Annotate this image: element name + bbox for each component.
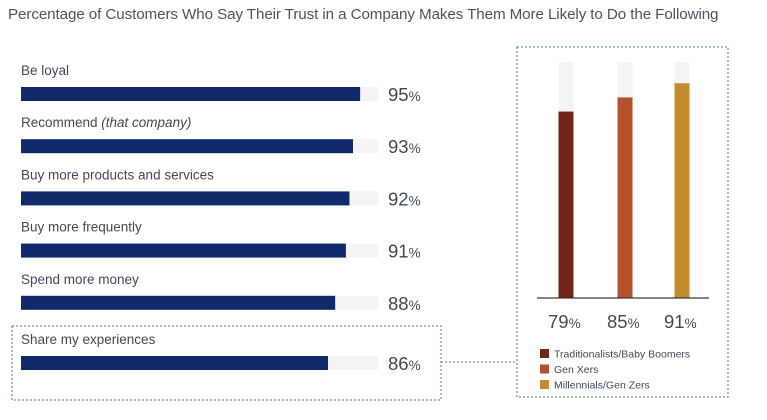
bar-2 xyxy=(21,191,350,206)
bar-value-3-number: 91 xyxy=(388,241,409,262)
column-value-0-unit: % xyxy=(569,316,581,331)
category-label-0: Be loyal xyxy=(21,63,69,78)
bar-value-1-unit: % xyxy=(409,141,421,156)
category-label-text: Spend more money xyxy=(21,272,139,287)
category-label-4: Spend more money xyxy=(21,272,139,287)
bar-5 xyxy=(21,356,329,370)
bar-value-0-number: 95 xyxy=(388,84,409,105)
column-value-1-unit: % xyxy=(628,316,640,331)
bar-0 xyxy=(21,87,361,101)
legend-label-1: Gen Xers xyxy=(554,364,598,376)
column-0 xyxy=(558,111,574,298)
column-value-1: 85% xyxy=(607,311,640,332)
column-value-2: 91% xyxy=(664,311,697,332)
bar-value-1: 93% xyxy=(388,136,421,157)
bar-value-2-unit: % xyxy=(409,193,421,208)
column-1 xyxy=(617,97,633,299)
bar-value-5-unit: % xyxy=(409,358,421,373)
column-value-1-number: 85 xyxy=(607,311,628,332)
breakdown-frame xyxy=(516,46,729,398)
column-2 xyxy=(674,83,690,299)
category-label-5: Share my experiences xyxy=(21,332,156,347)
bar-value-4-unit: % xyxy=(409,298,421,313)
legend-label-2: Millennials/Gen Zers xyxy=(554,380,650,392)
category-label-3: Buy more frequently xyxy=(21,220,142,235)
legend-swatch-0 xyxy=(540,349,549,358)
category-label-text: Buy more frequently xyxy=(21,220,142,235)
bar-value-5-number: 86 xyxy=(388,353,409,374)
category-label-1: Recommend (that company) xyxy=(21,115,191,130)
category-label-note: (that company) xyxy=(98,115,192,130)
bar-value-2: 92% xyxy=(388,188,421,209)
highlight-frame xyxy=(11,325,442,401)
category-label-text: Recommend xyxy=(21,115,98,130)
bar-value-1-number: 93 xyxy=(388,136,409,157)
legend-swatch-2 xyxy=(540,380,549,389)
category-label-text: Share my experiences xyxy=(21,332,156,347)
bar-1 xyxy=(21,139,354,154)
column-value-2-number: 91 xyxy=(664,311,685,332)
bar-value-5: 86% xyxy=(388,353,421,374)
bar-value-0-unit: % xyxy=(409,89,421,104)
column-value-0-number: 79 xyxy=(548,311,569,332)
legend-swatch-1 xyxy=(540,364,549,374)
column-value-2-unit: % xyxy=(685,316,697,331)
column-value-0: 79% xyxy=(548,311,581,332)
category-label-2: Buy more products and services xyxy=(21,167,214,182)
bar-value-3-unit: % xyxy=(409,246,421,261)
bar-value-2-number: 92 xyxy=(388,188,409,209)
bar-3 xyxy=(21,243,346,258)
bar-value-3: 91% xyxy=(388,241,421,262)
legend-label-0: Traditionalists/Baby Boomers xyxy=(554,349,690,361)
chart-title: Percentage of Customers Who Say Their Tr… xyxy=(8,6,719,23)
bar-value-4: 88% xyxy=(388,293,421,314)
bar-4 xyxy=(21,295,336,310)
category-label-text: Be loyal xyxy=(21,63,69,78)
bar-value-0: 95% xyxy=(388,84,421,105)
bar-value-4-number: 88 xyxy=(388,293,409,314)
category-label-text: Buy more products and services xyxy=(21,167,214,182)
